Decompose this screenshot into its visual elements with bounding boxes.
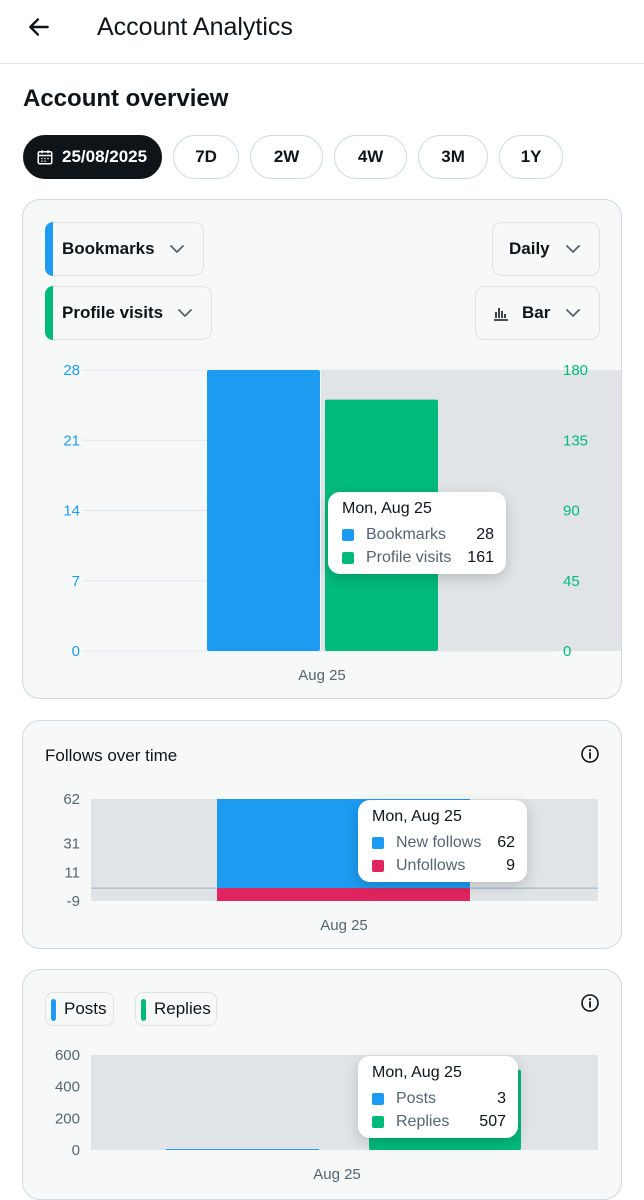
chart-type-label: Bar [522, 303, 551, 322]
tooltip-series-value: 3 [497, 1090, 506, 1107]
follows-tooltip: Mon, Aug 25 New follows 62 Unfollows 9 [358, 800, 527, 882]
bar-bookmarks [207, 370, 320, 651]
app-header: Account Analytics [0, 0, 644, 64]
metric1-label: Bookmarks [62, 239, 155, 258]
tooltip-row: Unfollows 9 [372, 855, 515, 877]
y-tick-label: -9 [67, 893, 80, 910]
tooltip-swatch [342, 552, 354, 564]
tooltip-series-name: Unfollows [396, 857, 466, 874]
tooltip-series-name: New follows [396, 834, 482, 851]
y-tick-label: 62 [63, 791, 80, 808]
tooltip-series-value: 161 [467, 549, 494, 566]
overview-tooltip: Mon, Aug 25 Bookmarks 28 Profile visits … [328, 492, 506, 574]
interval-label: Daily [509, 239, 550, 258]
x-tick-label: Aug 25 [298, 667, 346, 684]
metric2-accent [45, 286, 53, 340]
tooltip-series-name: Posts [396, 1090, 437, 1107]
right-tick-label: 45 [563, 573, 580, 590]
tooltip-swatch [372, 860, 384, 872]
tooltip-row: Posts 3 [372, 1088, 506, 1110]
tooltip-series-value: 507 [479, 1113, 506, 1130]
tooltip-title: Mon, Aug 25 [342, 500, 432, 517]
range-chip-3m[interactable]: 3M [418, 135, 489, 179]
interval-dropdown[interactable]: Daily [492, 222, 600, 276]
info-icon[interactable] [580, 993, 600, 1013]
chart-type-dropdown[interactable]: Bar [475, 286, 600, 340]
left-tick-label: 28 [63, 362, 80, 379]
tooltip-row: New follows 62 [372, 832, 515, 854]
metric2-label: Profile visits [62, 303, 164, 322]
tooltip-row: Bookmarks 28 [342, 524, 494, 546]
tooltip-row: Profile visits 161 [342, 547, 494, 569]
tooltip-series-value: 9 [506, 857, 515, 874]
tooltip-title: Mon, Aug 25 [372, 1064, 462, 1081]
chevron-down-icon [566, 309, 580, 317]
info-icon[interactable] [580, 744, 600, 764]
tooltip-series-value: 28 [476, 526, 494, 543]
legend-accent [51, 999, 56, 1021]
y-tick-label: 0 [72, 1142, 80, 1159]
page-title: Account Analytics [97, 13, 293, 41]
tooltip-series-name: Replies [396, 1113, 450, 1130]
y-tick-label: 600 [55, 1047, 80, 1064]
tooltip-title: Mon, Aug 25 [372, 808, 462, 825]
range-chip-1y[interactable]: 1Y [499, 135, 564, 179]
bar-unfollows [217, 888, 470, 901]
chevron-down-icon [170, 245, 184, 253]
calendar-icon [37, 150, 53, 165]
chevron-down-icon [178, 309, 192, 317]
follows-card: Follows over time 62 31 11 -9 Aug 25 Mon, Au… [22, 720, 622, 949]
x-tick-label: Aug 25 [313, 1166, 361, 1183]
y-tick-label: 200 [55, 1110, 80, 1127]
left-tick-label: 0 [72, 643, 80, 660]
follows-bar-chart: 62 31 11 -9 Aug 25 [63, 791, 598, 934]
right-tick-label: 0 [563, 643, 571, 660]
arrow-left-icon [29, 18, 49, 36]
posts-card: Posts Replies 600 400 200 0 Aug 25 Mon, Aug … [22, 969, 622, 1200]
overview-bar-chart: 0 7 14 21 28 0 45 90 135 180 Aug 25 [63, 362, 621, 684]
overview-chart-card: Bookmarks Daily Profile visits Bar 0 7 14 2… [22, 199, 622, 699]
tooltip-series-name: Bookmarks [366, 526, 447, 543]
right-tick-label: 180 [563, 362, 588, 379]
bar-chart-icon [494, 308, 508, 321]
range-chip-7d[interactable]: 7D [173, 135, 240, 179]
legend-label: Posts [64, 999, 107, 1018]
posts-bar-chart: 600 400 200 0 Aug 25 [55, 1047, 598, 1183]
range-chip-4w[interactable]: 4W [334, 135, 408, 179]
metric1-accent [45, 222, 53, 276]
legend-label: Replies [154, 999, 211, 1018]
bar-posts [166, 1149, 319, 1150]
metric1-dropdown[interactable]: Bookmarks [45, 222, 204, 276]
left-tick-label: 21 [63, 432, 80, 449]
legend-replies[interactable]: Replies [135, 992, 217, 1026]
date-picker-chip[interactable]: 25/08/2025 [23, 135, 163, 179]
range-chip-2w[interactable]: 2W [250, 135, 324, 179]
legend-posts[interactable]: Posts [45, 992, 114, 1026]
posts-tooltip: Mon, Aug 25 Posts 3 Replies 507 [358, 1056, 518, 1138]
y-tick-label: 31 [63, 836, 80, 853]
right-tick-label: 90 [563, 503, 580, 520]
tooltip-swatch [372, 1093, 384, 1105]
right-tick-label: 135 [563, 432, 588, 449]
tooltip-series-name: Profile visits [366, 549, 452, 566]
left-tick-label: 14 [63, 503, 80, 520]
tooltip-swatch [372, 1116, 384, 1128]
tooltip-swatch [342, 529, 354, 541]
left-tick-label: 7 [72, 573, 80, 590]
card-title: Follows over time [45, 746, 178, 765]
tooltip-swatch [372, 837, 384, 849]
legend-accent [141, 999, 146, 1021]
y-tick-label: 11 [64, 864, 80, 881]
plot-background [91, 1055, 598, 1150]
range-selector: 25/08/2025 7D 2W 4W 3M 1Y [23, 135, 564, 179]
x-tick-label: Aug 25 [320, 917, 368, 934]
tooltip-row: Replies 507 [372, 1111, 506, 1133]
date-chip-label: 25/08/2025 [62, 147, 148, 166]
chevron-down-icon [566, 245, 580, 253]
tooltip-series-value: 62 [497, 834, 515, 851]
section-title: Account overview [23, 85, 229, 112]
y-tick-label: 400 [55, 1079, 80, 1096]
back-button[interactable] [22, 10, 56, 44]
metric2-dropdown[interactable]: Profile visits [45, 286, 212, 340]
